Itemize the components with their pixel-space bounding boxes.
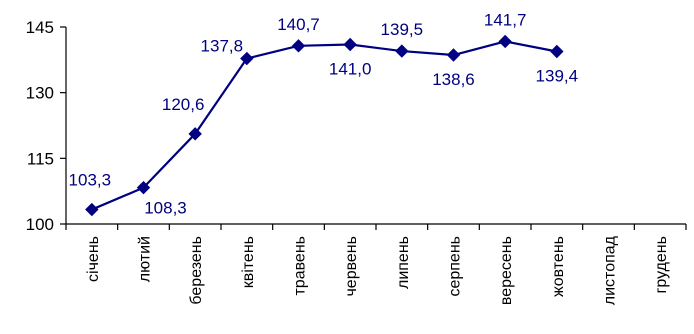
x-tick-label: лютий — [137, 236, 154, 282]
x-tick-label: жовтень — [550, 236, 567, 297]
data-label: 120,6 — [162, 95, 205, 114]
x-tick-label: липень — [395, 236, 412, 289]
x-tick-label: квітень — [240, 236, 257, 288]
data-point — [446, 48, 461, 62]
data-label: 139,5 — [381, 20, 424, 39]
data-label: 103,3 — [69, 171, 112, 190]
x-tick-label: січень — [85, 236, 102, 282]
data-label: 137,8 — [201, 37, 244, 56]
data-point — [291, 39, 306, 53]
data-label: 140,7 — [277, 15, 320, 34]
series-line — [91, 40, 558, 211]
data-label: 139,4 — [536, 67, 579, 86]
y-axis-ticks: 100 115 130 145 — [26, 18, 66, 234]
x-tick-label: листопад — [602, 235, 619, 305]
y-tick-label: 130 — [26, 84, 54, 103]
x-tick-label: червень — [343, 236, 360, 297]
x-tick-label: грудень — [653, 236, 670, 293]
data-point — [85, 202, 99, 217]
y-tick-label: 145 — [26, 18, 54, 37]
data-point — [136, 180, 151, 195]
data-point — [343, 37, 357, 52]
data-label: 141,0 — [329, 60, 372, 79]
data-point — [240, 51, 254, 66]
y-tick-label: 115 — [27, 149, 54, 168]
data-label: 108,3 — [144, 199, 187, 218]
data-point — [550, 44, 564, 59]
data-point — [188, 127, 202, 141]
x-tick-label: травень — [292, 236, 309, 296]
x-tick-label: березень — [188, 236, 205, 305]
data-point — [395, 44, 409, 58]
x-tick-label: вересень — [498, 236, 515, 305]
axes — [65, 27, 686, 225]
data-label: 138,6 — [432, 70, 475, 89]
y-tick-label: 100 — [26, 215, 54, 234]
x-tick-label: серпень — [447, 236, 464, 297]
data-point — [498, 34, 512, 49]
x-axis-ticks: січень лютий березень квітень травень червень… — [65, 224, 687, 305]
data-label: 141,7 — [484, 10, 527, 29]
series-group: 103,3 108,3 120,6 137,8 140,7 141,0 139,5 138,6… — [69, 10, 579, 217]
